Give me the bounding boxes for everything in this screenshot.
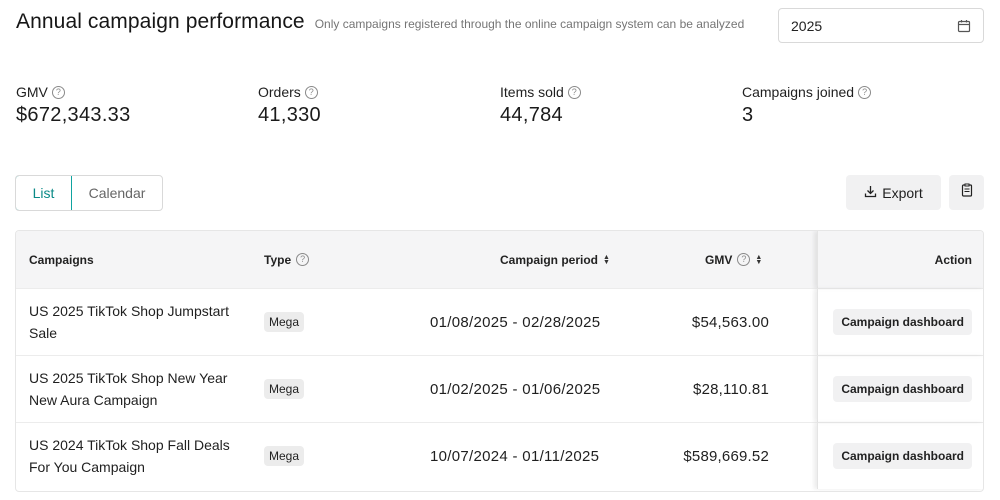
- column-label: Action: [934, 252, 972, 267]
- export-button[interactable]: Export: [846, 175, 941, 210]
- metric-label: Campaigns joined: [742, 84, 855, 100]
- help-icon[interactable]: ?: [737, 253, 751, 266]
- help-icon[interactable]: ?: [567, 85, 581, 99]
- campaign-dashboard-button[interactable]: Campaign dashboard: [833, 309, 972, 335]
- column-label: Campaign period: [500, 252, 599, 267]
- help-icon[interactable]: ?: [296, 253, 310, 266]
- column-header-gmv[interactable]: GMV? ▲ ▼: [705, 231, 762, 288]
- metric-value: 3: [742, 104, 754, 126]
- type-badge: Mega: [264, 312, 305, 332]
- help-icon[interactable]: ?: [51, 85, 65, 99]
- metric-items-sold: Items sold? 44,784: [500, 84, 581, 127]
- sort-icon[interactable]: ▲ ▼: [603, 253, 610, 266]
- campaign-name[interactable]: US 2025 TikTok Shop New Year New Aura Ca…: [29, 370, 228, 408]
- view-toggle: List Calendar: [15, 175, 163, 211]
- campaign-period: 01/02/2025 - 01/06/2025: [430, 380, 601, 398]
- campaign-period: 10/07/2024 - 01/11/2025: [430, 447, 600, 465]
- metric-label: Items sold: [500, 84, 564, 100]
- campaign-name[interactable]: US 2024 TikTok Shop Fall Deals For You C…: [29, 437, 230, 475]
- page-header: Annual campaign performance Only campaig…: [16, 10, 744, 38]
- campaigns-table: Campaigns Type? Campaign period ▲ ▼ GMV? ▲ ▼…: [15, 230, 984, 492]
- type-badge: Mega: [264, 446, 305, 466]
- metric-orders: Orders? 41,330: [258, 84, 321, 127]
- metric-campaigns-joined: Campaigns joined? 3: [742, 84, 872, 127]
- clipboard-button[interactable]: [949, 175, 984, 210]
- type-badge: Mega: [264, 379, 305, 399]
- calendar-icon: [957, 19, 971, 33]
- help-icon[interactable]: ?: [304, 85, 318, 99]
- campaign-gmv: $589,669.52: [683, 447, 769, 465]
- clipboard-icon: [960, 183, 974, 202]
- page-subtitle: Only campaigns registered through the on…: [314, 17, 745, 31]
- page-title: Annual campaign performance: [16, 10, 305, 33]
- metric-label: GMV: [16, 84, 48, 100]
- column-label: GMV: [705, 252, 733, 267]
- year-select[interactable]: 2025: [778, 8, 984, 43]
- tab-calendar[interactable]: Calendar: [88, 185, 146, 201]
- table-row: US 2025 TikTok Shop Jumpstart Sale Mega …: [16, 288, 983, 355]
- metric-label: Orders: [258, 84, 301, 100]
- table-header: Campaigns Type? Campaign period ▲ ▼ GMV? ▲ ▼…: [16, 231, 983, 288]
- download-icon: [864, 185, 877, 201]
- table-row: US 2025 TikTok Shop New Year New Aura Ca…: [16, 355, 983, 422]
- metric-value: 41,330: [258, 104, 321, 126]
- campaign-dashboard-button[interactable]: Campaign dashboard: [833, 376, 972, 402]
- campaign-gmv: $54,563.00: [691, 313, 769, 331]
- campaign-gmv: $28,110.81: [693, 380, 769, 398]
- metric-value: 44,784: [500, 104, 563, 126]
- column-label: Type: [264, 252, 292, 267]
- metric-value: $672,343.33: [16, 104, 131, 126]
- column-header-action: Action: [935, 231, 972, 288]
- help-icon[interactable]: ?: [858, 85, 872, 99]
- sort-icon[interactable]: ▲ ▼: [755, 253, 763, 266]
- column-label: Campaigns: [29, 252, 94, 267]
- column-header-campaigns: Campaigns: [29, 231, 94, 288]
- export-label: Export: [882, 184, 923, 201]
- tab-list[interactable]: List: [16, 176, 72, 210]
- metric-gmv: GMV? $672,343.33: [16, 84, 131, 127]
- campaign-period: 01/08/2025 - 02/28/2025: [430, 313, 601, 331]
- column-header-period[interactable]: Campaign period ▲ ▼: [500, 231, 610, 288]
- campaign-name[interactable]: US 2025 TikTok Shop Jumpstart Sale: [29, 303, 229, 341]
- table-row: US 2024 TikTok Shop Fall Deals For You C…: [16, 422, 983, 489]
- column-header-type: Type?: [264, 231, 310, 288]
- campaign-dashboard-button[interactable]: Campaign dashboard: [833, 443, 972, 469]
- year-select-value: 2025: [791, 17, 823, 34]
- metrics-summary: GMV? $672,343.33 Orders? 41,330 Items so…: [16, 84, 984, 134]
